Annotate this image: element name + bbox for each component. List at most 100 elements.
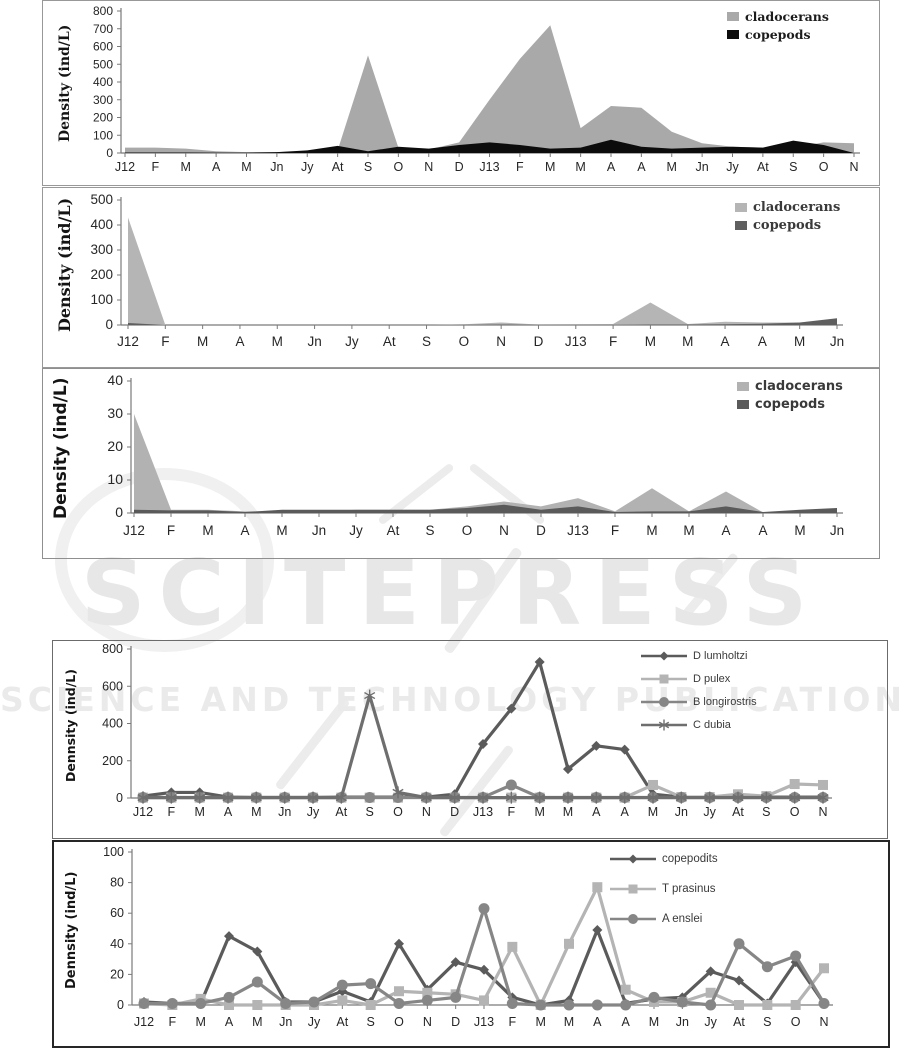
legend-label: B longirostris <box>693 696 757 708</box>
svg-text:A: A <box>620 805 629 819</box>
svg-text:A: A <box>758 334 767 349</box>
area-chart-zooplankton-density-3: Density (ind/L) 0 10 20 30 40 J12 F M A M Jn Jy At S O… <box>42 368 880 559</box>
svg-text:Jy: Jy <box>307 805 320 819</box>
svg-text:N: N <box>849 160 858 174</box>
svg-text:J13: J13 <box>479 160 499 174</box>
svg-text:M: M <box>241 160 251 174</box>
svg-text:M: M <box>195 1015 205 1029</box>
svg-text:A: A <box>637 160 646 174</box>
svg-text:Jy: Jy <box>704 1015 717 1029</box>
svg-text:600: 600 <box>93 40 113 54</box>
area-chart-zooplankton-density-2: Density (ind/L) 0 100 200 300 400 500 J12 F M A M J… <box>42 187 880 368</box>
legend-label: A enslei <box>662 913 703 925</box>
svg-text:O: O <box>394 1015 404 1029</box>
legend-marker <box>641 697 687 707</box>
plot-area: 0 100 200 300 400 500 600 700 800 J12 F M A M Jn Jy At S O… <box>43 1 879 185</box>
svg-text:S: S <box>762 805 770 819</box>
svg-text:0: 0 <box>116 791 123 805</box>
chart-legend: copepodits T prasinus A enslei <box>610 852 718 942</box>
svg-text:Jy: Jy <box>349 523 363 538</box>
svg-text:A: A <box>721 334 730 349</box>
svg-text:20: 20 <box>107 438 123 454</box>
svg-text:F: F <box>167 523 175 538</box>
svg-text:N: N <box>423 1015 432 1029</box>
svg-text:At: At <box>335 805 347 819</box>
svg-text:S: S <box>422 334 431 349</box>
svg-text:At: At <box>387 523 400 538</box>
svg-text:At: At <box>383 334 396 349</box>
legend-label: D lumholtzi <box>693 650 748 662</box>
svg-text:M: M <box>645 334 656 349</box>
svg-text:F: F <box>516 160 524 174</box>
svg-text:N: N <box>499 523 509 538</box>
plot-area: 0 20 40 60 80 100 J12 F M A M Jn Jy At S O N D J13 F M M A A M Jn… <box>54 842 888 1046</box>
legend-label: cladocerans <box>753 200 841 215</box>
svg-text:700: 700 <box>93 22 113 36</box>
svg-text:800: 800 <box>102 642 123 656</box>
svg-text:D: D <box>534 334 544 349</box>
svg-text:40: 40 <box>110 937 124 951</box>
scitepress-watermark: SCITEPRESS <box>80 541 821 646</box>
line-chart-cladoceran-species: Dennsity (ind/L) 0 200 400 600 800 J12 F M A M Jn J… <box>52 640 888 839</box>
svg-text:At: At <box>332 160 344 174</box>
legend-label: copepods <box>745 27 811 42</box>
svg-text:F: F <box>609 334 617 349</box>
svg-text:A: A <box>235 334 244 349</box>
legend-label: D pulex <box>693 673 731 685</box>
svg-text:F: F <box>168 805 176 819</box>
svg-text:Jn: Jn <box>278 805 291 819</box>
legend-swatch <box>737 400 749 409</box>
chart-legend: cladocerans copepods <box>735 200 840 236</box>
svg-text:M: M <box>682 334 693 349</box>
svg-text:J12: J12 <box>115 160 135 174</box>
svg-text:60: 60 <box>110 906 124 920</box>
watermark-tagline: SCIENCE AND TECHNOLOGY PUBLICATIONS <box>0 680 901 719</box>
svg-text:N: N <box>818 805 827 819</box>
svg-text:Jy: Jy <box>301 160 314 174</box>
svg-text:J13: J13 <box>473 805 493 819</box>
svg-text:J12: J12 <box>117 334 139 349</box>
legend-marker <box>610 854 656 864</box>
svg-text:O: O <box>462 523 473 538</box>
svg-text:Jy: Jy <box>345 334 359 349</box>
svg-text:A: A <box>225 1015 234 1029</box>
svg-text:F: F <box>152 160 160 174</box>
svg-text:M: M <box>194 805 204 819</box>
legend-swatch <box>737 382 749 391</box>
svg-text:J12: J12 <box>133 805 153 819</box>
svg-text:Jn: Jn <box>312 523 326 538</box>
y-axis-label: Dennsity (ind/L) <box>63 669 78 783</box>
svg-text:S: S <box>365 805 373 819</box>
svg-text:O: O <box>394 160 404 174</box>
legend-label: copepodits <box>662 853 718 865</box>
svg-text:D: D <box>451 1015 460 1029</box>
legend-swatch <box>735 203 747 212</box>
legend-marker <box>641 674 687 684</box>
svg-text:80: 80 <box>110 876 124 890</box>
svg-text:M: M <box>648 805 658 819</box>
svg-text:J13: J13 <box>565 334 587 349</box>
svg-text:A: A <box>224 805 233 819</box>
legend-label: T prasinus <box>662 883 716 895</box>
svg-text:Jn: Jn <box>675 805 688 819</box>
chart-legend: D lumholtzi D pulex B longirostris C dubia <box>641 649 757 741</box>
svg-text:Jn: Jn <box>830 523 844 538</box>
svg-text:D: D <box>536 523 546 538</box>
legend-marker <box>641 719 687 731</box>
svg-text:400: 400 <box>102 717 123 731</box>
svg-text:Jn: Jn <box>270 160 283 174</box>
svg-text:O: O <box>393 805 403 819</box>
svg-text:M: M <box>535 1015 545 1029</box>
svg-text:M: M <box>197 334 208 349</box>
legend-item: copepods <box>727 27 829 42</box>
svg-text:300: 300 <box>90 242 113 257</box>
svg-text:M: M <box>667 160 677 174</box>
svg-text:M: M <box>545 160 555 174</box>
legend-swatch <box>735 221 747 230</box>
svg-text:M: M <box>683 523 694 538</box>
plot-area: 0 200 400 600 800 J12 F M A M Jn Jy At S O N D J13 F M M A A M J… <box>53 641 887 838</box>
svg-text:0: 0 <box>106 146 113 160</box>
legend-item: T prasinus <box>610 882 718 896</box>
svg-text:O: O <box>819 160 829 174</box>
svg-text:M: M <box>251 805 261 819</box>
